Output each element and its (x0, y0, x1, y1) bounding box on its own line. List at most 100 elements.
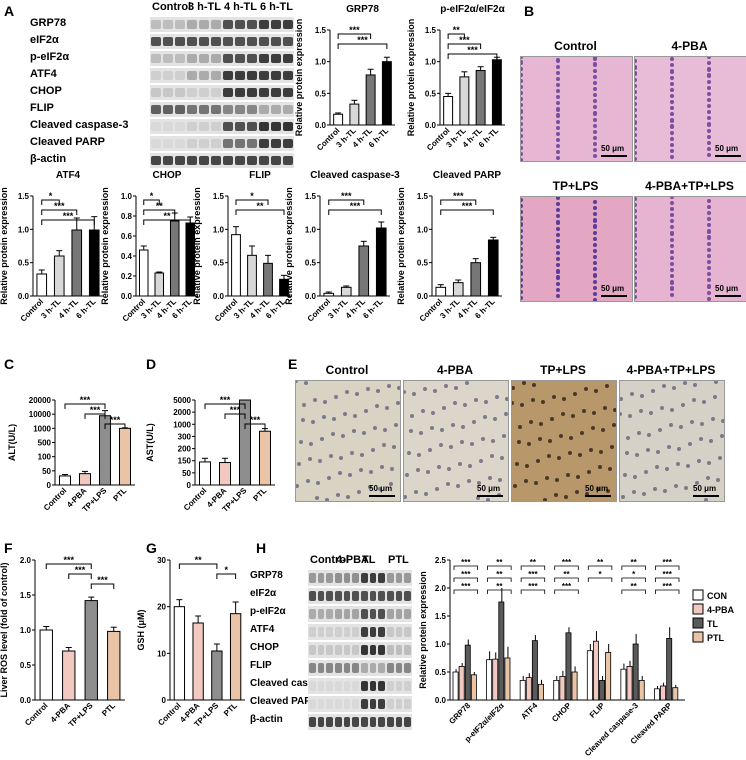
micro-b-nucleus (521, 271, 523, 275)
bar (247, 254, 257, 297)
y-axis-label: Relative protein expression (396, 187, 406, 305)
micro-b-nucleus (521, 60, 523, 64)
micro-e-nucleus (697, 459, 701, 463)
micro-b-nucleus (707, 254, 711, 258)
blot-h-band (395, 681, 403, 691)
blot-h-band (404, 717, 411, 727)
micro-b-nucleus (521, 210, 523, 214)
micro-b-image (634, 56, 746, 162)
micro-b-nucleus (521, 235, 523, 239)
micro-b-nucleus (635, 59, 637, 63)
micro-e-nucleus (476, 496, 480, 500)
micro-b-nucleus (635, 215, 637, 219)
sig-bracket (224, 413, 246, 419)
y-tick-label: 200 (178, 445, 192, 454)
micro-b-nucleus (521, 290, 523, 294)
micro-e-nucleus (490, 454, 494, 458)
blot-a-band (199, 105, 209, 114)
blot-a-band (163, 122, 173, 131)
bar (458, 666, 465, 701)
blot-a-band (283, 105, 293, 114)
micro-b-nucleus (670, 63, 674, 67)
y-tick-label: 0.5 (315, 89, 327, 98)
micro-b-nucleus (635, 276, 637, 280)
micro-e-nucleus (587, 470, 591, 474)
micro-e-scale-label: 50 μm (477, 484, 501, 493)
bar (672, 687, 679, 701)
micro-e-nucleus (428, 448, 432, 452)
y-tick-label: 0 (162, 696, 167, 705)
micro-b-nucleus (593, 292, 597, 296)
micro-b-nucleus (521, 216, 523, 220)
micro-e-nucleus (491, 439, 495, 443)
sig-bracket (520, 589, 546, 594)
micro-b-nucleus (707, 284, 711, 288)
blot-a-band (247, 71, 257, 80)
blot-h-lane-label: 4-PBA (336, 554, 370, 566)
blot-a-row-label: Cleaved PARP (30, 136, 105, 148)
micro-b-nucleus (670, 131, 674, 135)
micro-e-nucleus (389, 482, 393, 486)
blot-a-band (223, 20, 233, 29)
y-tick-label: 0 (47, 481, 52, 490)
micro-e-nucleus (433, 389, 437, 393)
blot-h-row-label: β-actin (250, 714, 283, 725)
micro-e-nucleus (721, 419, 724, 423)
micro-b-nucleus (556, 120, 560, 124)
sig-bracket (328, 199, 365, 205)
y-axis-label: Relative protein expression (294, 19, 304, 137)
sig-label: * (250, 191, 254, 201)
chart-C: 05010050010001000020000ALT(U/L)Control4-… (7, 395, 135, 514)
micro-b-nucleus (593, 298, 597, 301)
micro-b-nucleus (593, 136, 597, 140)
micro-e-nucleus (598, 465, 602, 469)
micro-e-nucleus (628, 414, 632, 418)
micro-e-nucleus (385, 406, 389, 410)
micro-b-nucleus (635, 264, 637, 268)
sig-bracket (554, 577, 579, 582)
y-tick-label: 1.0 (315, 58, 327, 67)
blot-h-band (404, 627, 411, 637)
blot-h-band-row (308, 678, 412, 694)
micro-e-nucleus (479, 459, 483, 463)
x-tick-label: PTL (222, 701, 239, 718)
y-tick-label: 0.2 (121, 272, 133, 281)
blot-h-band (395, 627, 403, 637)
micro-e-nucleus (571, 414, 575, 418)
legend-swatch (692, 603, 704, 615)
blot-h-band (335, 591, 342, 601)
bar (519, 680, 526, 701)
blot-h-band (395, 645, 403, 655)
bar (239, 399, 251, 486)
micro-e-nucleus (695, 481, 699, 485)
legend-label: TL (707, 619, 718, 629)
y-axis-label: Liver ROS level (fold of control) (0, 562, 9, 697)
micro-e-nucleus (512, 401, 514, 405)
y-tick-label: 0.5 (417, 259, 429, 268)
sig-label: *** (461, 558, 471, 567)
micro-e-nucleus (424, 492, 428, 496)
micro-b-nucleus (593, 267, 597, 271)
micro-e-nucleus (704, 498, 708, 501)
blot-h-band (352, 663, 359, 673)
blot-h-band (352, 717, 359, 727)
blot-h-band (309, 573, 316, 583)
y-tick-label: 0.0 (20, 696, 32, 705)
micro-e-title: TP+LPS (540, 363, 586, 377)
y-tick-label: 20 (157, 603, 166, 612)
micro-b-nucleus (556, 294, 560, 298)
micro-e-nucleus (316, 481, 320, 485)
micro-e-nucleus (414, 490, 418, 494)
bar (443, 96, 454, 126)
micro-e-nucleus (423, 387, 427, 391)
sig-bracket (337, 33, 372, 39)
bar (531, 640, 538, 701)
sig-label: *** (80, 395, 91, 405)
chart-H: 0.0 0.5 1.0 1.5 2.0 2.5 Relative protein expre… (418, 556, 735, 758)
y-tick-label: 0.0 (435, 696, 447, 705)
bar (470, 674, 477, 701)
micro-e-nucleus (350, 451, 354, 455)
sig-label: *** (663, 570, 673, 579)
blot-h-band (317, 645, 325, 655)
